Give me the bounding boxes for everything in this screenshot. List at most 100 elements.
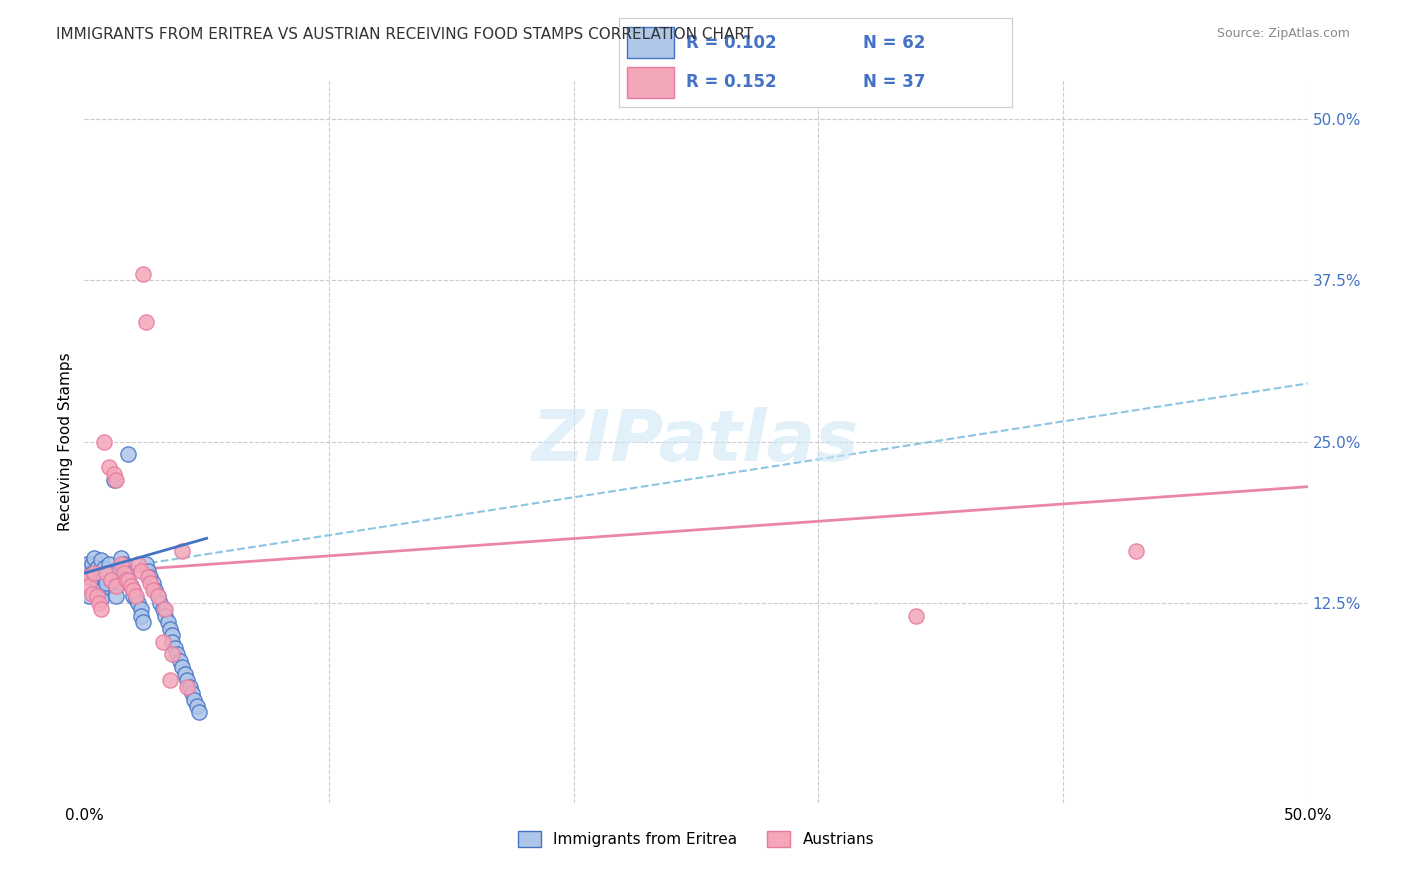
Point: [105, 579, 128, 593]
Point: [176, 673, 198, 688]
Point: [112, 557, 135, 571]
Point: [76, 557, 98, 571]
Legend: Immigrants from Eritrea, Austrians: Immigrants from Eritrea, Austrians: [512, 825, 880, 853]
Point: [86, 570, 108, 584]
Point: [93, 434, 115, 449]
Point: [87, 596, 110, 610]
Point: [77, 570, 100, 584]
Point: [122, 590, 145, 604]
Point: [186, 699, 208, 714]
Y-axis label: Receiving Food Stamps: Receiving Food Stamps: [58, 352, 73, 531]
Point: [152, 602, 174, 616]
Text: IMMIGRANTS FROM ERITREA VS AUSTRIAN RECEIVING FOOD STAMPS CORRELATION CHART: IMMIGRANTS FROM ERITREA VS AUSTRIAN RECE…: [56, 27, 754, 42]
Point: [163, 640, 186, 655]
Point: [80, 587, 103, 601]
Point: [86, 561, 108, 575]
Point: [117, 573, 139, 587]
Point: [146, 590, 169, 604]
Point: [103, 473, 125, 487]
Point: [120, 579, 142, 593]
Point: [132, 615, 155, 630]
Point: [143, 582, 166, 597]
Point: [87, 566, 110, 581]
Point: [142, 576, 165, 591]
Point: [110, 550, 132, 565]
Point: [172, 660, 194, 674]
Point: [181, 686, 204, 700]
Point: [152, 634, 174, 648]
Point: [153, 602, 176, 616]
Point: [122, 582, 145, 597]
Point: [188, 706, 211, 720]
Point: [87, 576, 110, 591]
Point: [80, 566, 103, 581]
Point: [90, 602, 112, 616]
Point: [97, 566, 120, 581]
Text: ZIPatlas: ZIPatlas: [533, 407, 859, 476]
Point: [1125, 544, 1147, 558]
Point: [156, 615, 179, 630]
Text: N = 37: N = 37: [863, 73, 925, 91]
Point: [97, 557, 120, 571]
Point: [115, 566, 138, 581]
Point: [90, 582, 112, 597]
Point: [100, 573, 122, 587]
Point: [183, 692, 205, 706]
Point: [135, 314, 157, 328]
Point: [97, 460, 120, 475]
Point: [149, 596, 172, 610]
Point: [83, 573, 105, 587]
Point: [162, 628, 184, 642]
Point: [93, 561, 115, 575]
Text: R = 0.152: R = 0.152: [686, 73, 776, 91]
Point: [93, 570, 115, 584]
Point: [159, 622, 181, 636]
Point: [153, 608, 176, 623]
Point: [83, 550, 105, 565]
Point: [86, 590, 108, 604]
Point: [80, 557, 103, 571]
Point: [77, 579, 100, 593]
Point: [135, 557, 157, 571]
Point: [159, 673, 181, 688]
Point: [105, 579, 128, 593]
Point: [166, 648, 188, 662]
Point: [77, 590, 100, 604]
Point: [905, 608, 928, 623]
Point: [136, 564, 159, 578]
Point: [129, 564, 152, 578]
Point: [125, 590, 148, 604]
Point: [90, 591, 112, 606]
Point: [129, 602, 152, 616]
Point: [176, 680, 198, 694]
Point: [179, 680, 201, 694]
Point: [139, 570, 162, 584]
Point: [83, 566, 105, 581]
Point: [103, 467, 125, 481]
Point: [173, 666, 195, 681]
Point: [120, 579, 142, 593]
Point: [100, 573, 122, 587]
Point: [146, 590, 169, 604]
Point: [122, 582, 145, 597]
Point: [117, 573, 139, 587]
Point: [127, 557, 149, 571]
Point: [132, 267, 155, 281]
Point: [129, 608, 152, 623]
Text: N = 62: N = 62: [863, 34, 925, 52]
Text: Source: ZipAtlas.com: Source: ZipAtlas.com: [1216, 27, 1350, 40]
Point: [115, 573, 138, 587]
Point: [90, 553, 112, 567]
Point: [86, 567, 108, 582]
Point: [117, 447, 139, 461]
Bar: [627, 27, 673, 58]
Point: [136, 570, 159, 584]
Point: [105, 590, 128, 604]
Point: [162, 648, 184, 662]
Point: [107, 561, 129, 575]
Point: [127, 596, 149, 610]
Point: [112, 566, 135, 581]
Point: [169, 654, 191, 668]
Point: [110, 557, 132, 571]
Point: [172, 544, 194, 558]
